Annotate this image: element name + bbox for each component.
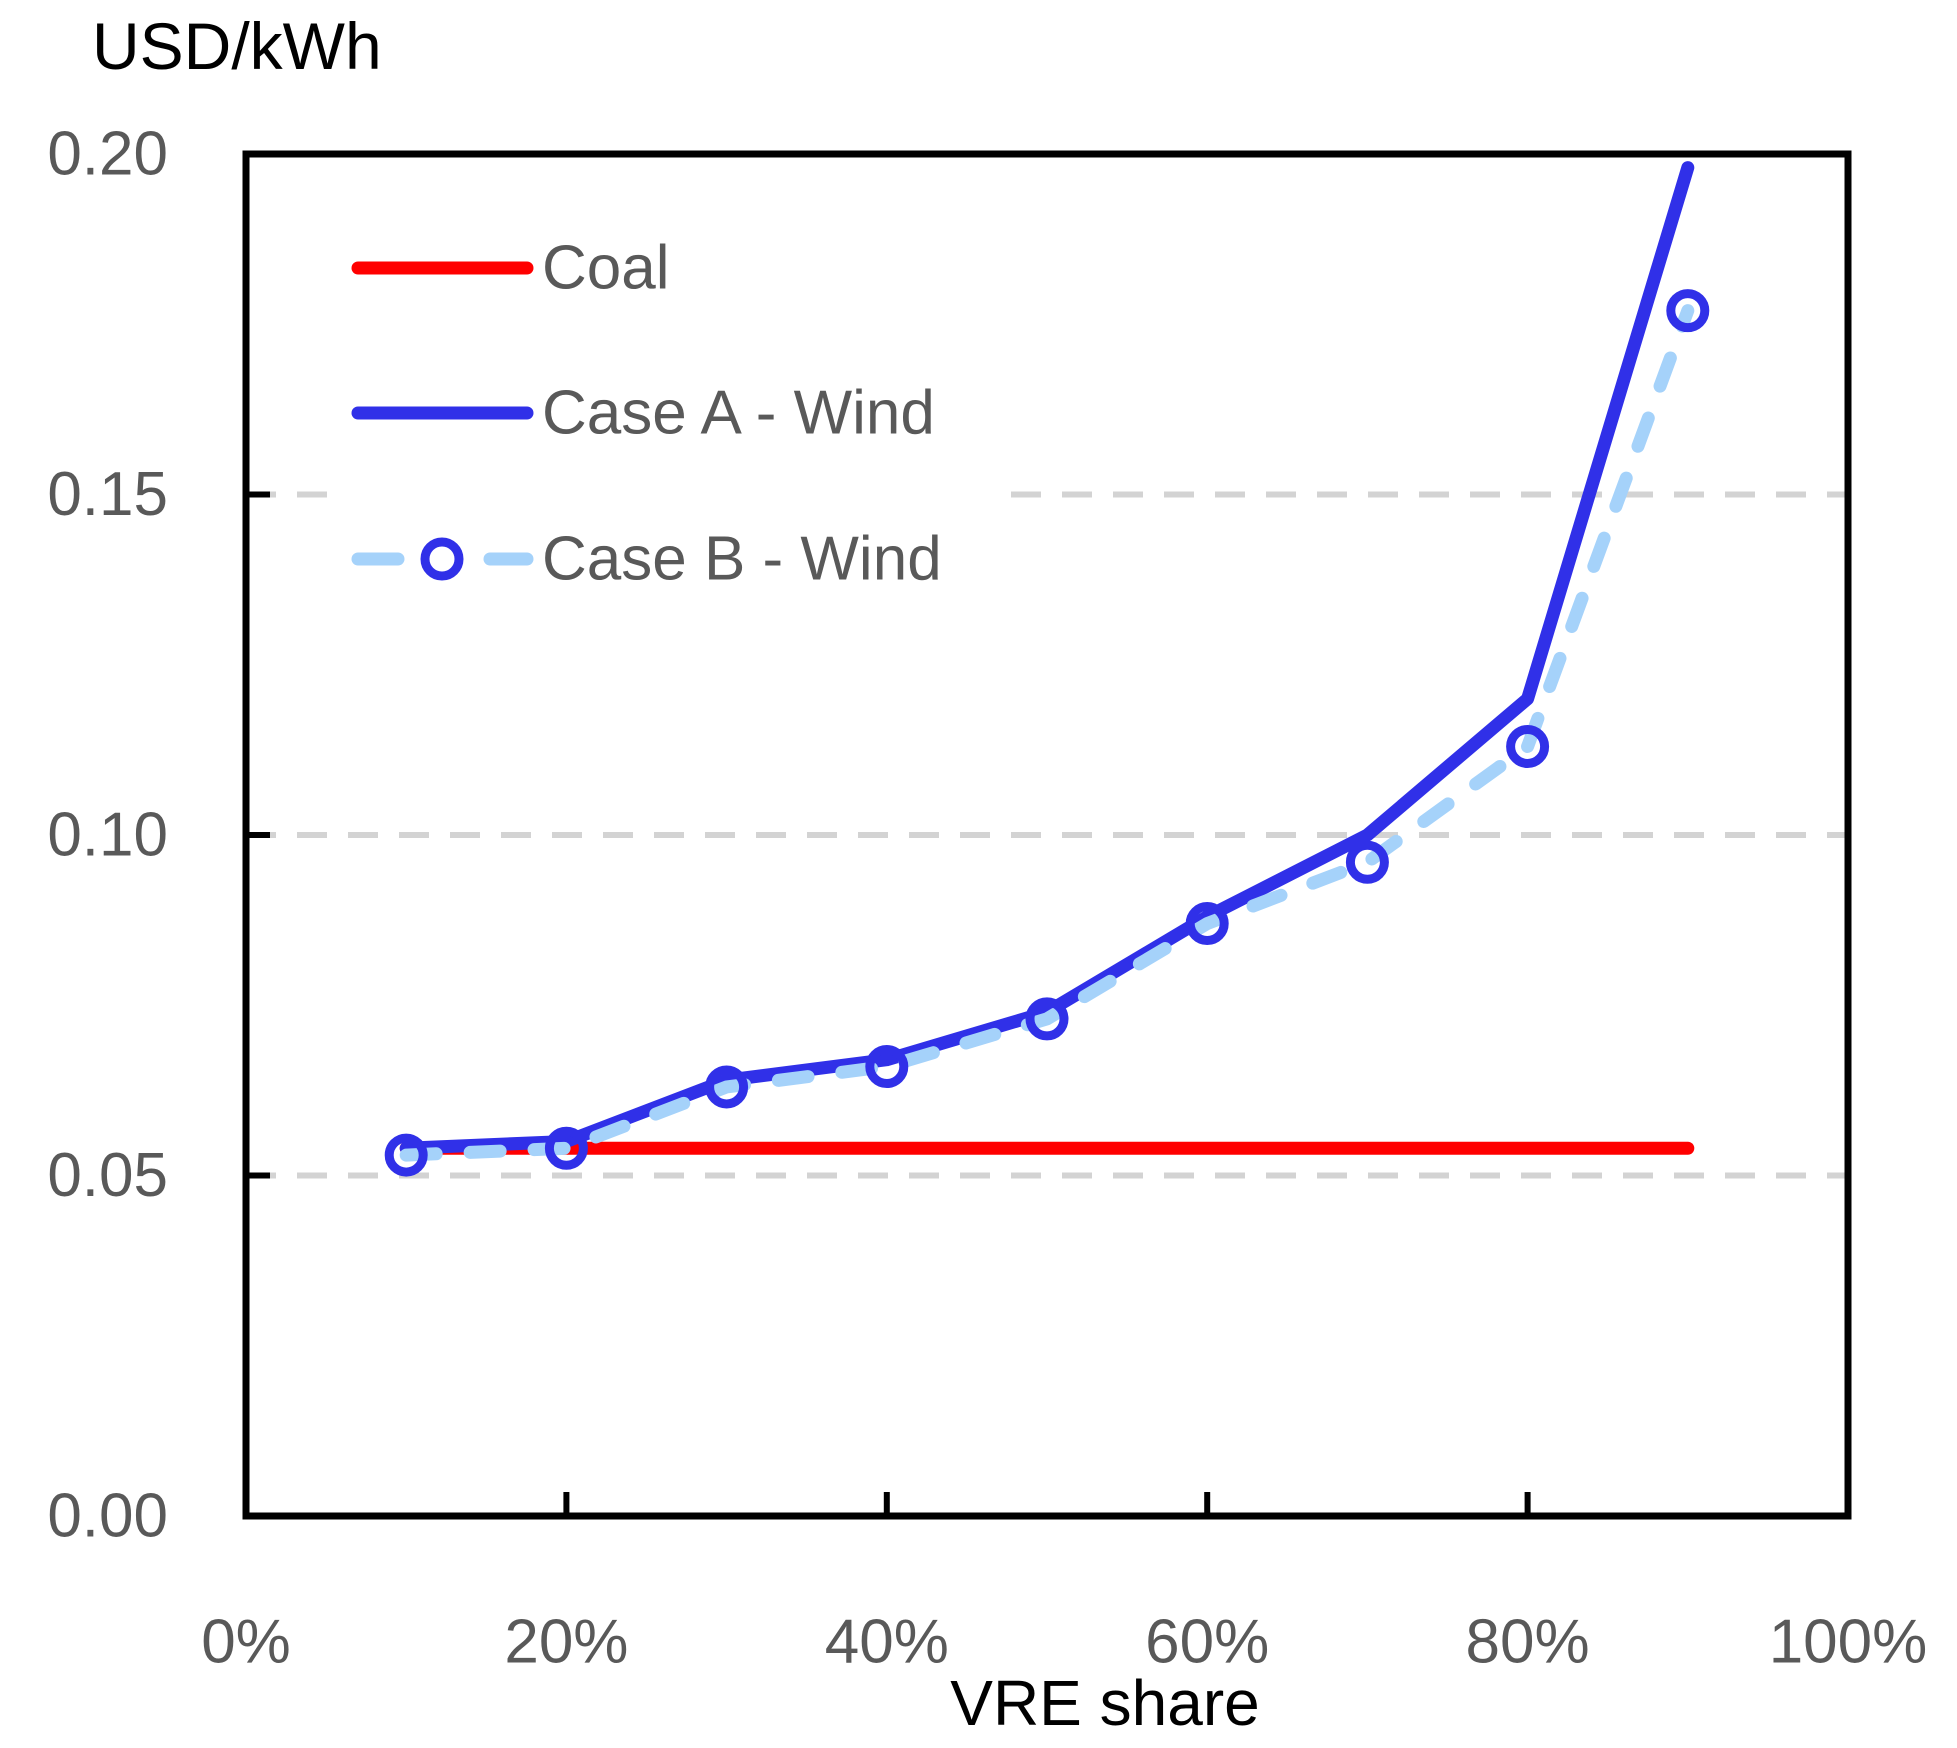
axes-layer: 0.00 0.05 0.10 0.15 0.20 0% 20% 40% 60% 80% 100% [47,120,1927,1677]
x-tick-label: 80% [1466,1608,1590,1677]
case-b-marker-swatch [420,537,464,581]
marker-circle-50pct [1025,997,1069,1041]
y-tick-label: 0.15 [47,460,168,529]
y-tick-label: 0.10 [47,801,168,870]
x-tick-label: 0% [201,1608,291,1677]
legend-label-case-a: Case A - Wind [542,379,935,448]
marker-circle-60pct [1185,902,1229,946]
legend-item-case-b-wind: Case B - Wind [351,525,942,594]
marker-circle-10pct [384,1133,428,1177]
series-line-case-b-wind [399,304,1695,1162]
x-axis-title: VRE share [950,1667,1259,1739]
y-tick-label: 0.05 [47,1141,168,1210]
legend-item-coal: Coal [351,234,670,303]
legend-item-case-a-wind: Case A - Wind [351,379,935,448]
legend-label-case-b: Case B - Wind [542,525,942,594]
y-tick-label: 0.20 [47,120,168,189]
legend: Coal Case A - Wind Case B - Wind [351,234,942,594]
marker-circle-90pct [1666,289,1710,333]
x-tick-label: 60% [1145,1608,1269,1677]
marker-circle-80pct [1506,724,1550,768]
x-tick-label: 100% [1769,1608,1928,1677]
series-layer [384,161,1710,1177]
marker-circle-70pct [1345,840,1389,884]
x-tick-label: 20% [504,1608,628,1677]
legend-background [334,210,998,640]
x-tick-label: 40% [825,1608,949,1677]
marker-circle-20pct [544,1126,588,1170]
marker-circle-30pct [705,1065,749,1109]
y-tick-label: 0.00 [47,1482,168,1551]
chart-title-unit: USD/kWh [92,9,382,83]
marker-circle-40pct [865,1045,909,1089]
legend-label-coal: Coal [542,234,670,303]
